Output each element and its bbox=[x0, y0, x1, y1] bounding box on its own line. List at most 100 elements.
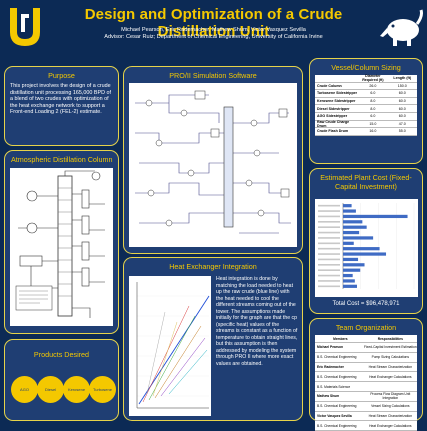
author-names: Michael Pearson, Eric Rademacher, Mathew… bbox=[121, 27, 306, 33]
products-title: Products Desired bbox=[33, 350, 90, 359]
team-header-cell: Members bbox=[333, 336, 348, 341]
vessel-length: 150.0 bbox=[397, 83, 407, 88]
team-title: Team Organization bbox=[335, 323, 397, 332]
cost-title: Estimated Plant Cost (Fixed-Capital Inve… bbox=[320, 173, 412, 191]
column-diagram bbox=[10, 168, 113, 326]
table-row: Raw Crude Charge Drum 15.0 47.0 bbox=[315, 119, 417, 129]
category-label-placeholder bbox=[318, 264, 340, 266]
hx-text: Heat integration is done by matching the… bbox=[216, 276, 298, 367]
cost-bar bbox=[343, 220, 363, 224]
team-header-cell: Responsibilities bbox=[377, 336, 403, 341]
vessel-length: 60.0 bbox=[398, 99, 406, 104]
table-row: Michael Pearson Fixed-Capital Investment… bbox=[315, 343, 417, 353]
poster-authors: Michael Pearson, Eric Rademacher, Mathew… bbox=[50, 27, 377, 41]
category-label-placeholder bbox=[318, 269, 340, 271]
vessel-diameter: 8.0 bbox=[370, 106, 376, 111]
category-label-placeholder bbox=[318, 253, 340, 255]
table-row: B.S. Chemical Engineering Vessel Sizing … bbox=[315, 402, 417, 412]
cost-bar-chart bbox=[318, 203, 415, 289]
cost-bar bbox=[343, 214, 408, 219]
product-circle-diesel: Diesel bbox=[37, 376, 64, 403]
team-responsibility: Pump Sizing Calculations bbox=[371, 355, 410, 360]
team-member: Eric Rademacher bbox=[317, 364, 344, 369]
pro2-flowsheet bbox=[129, 83, 297, 247]
atmospheric-panel: Atmospheric Distillation Column bbox=[4, 150, 119, 334]
cost-bar bbox=[343, 247, 380, 251]
category-label-placeholder bbox=[318, 247, 340, 250]
table-row: Eric Rademacher Heat Stream Characteriza… bbox=[315, 363, 417, 373]
team-responsibility: Heat Exchanger Calculations bbox=[369, 374, 412, 379]
products-panel: Products Desired AGO Diesel Kerosene Tur… bbox=[4, 339, 119, 421]
cost-bar bbox=[343, 252, 387, 256]
cost-bar bbox=[343, 257, 359, 262]
table-row: Diesel Sidestripper 8.0 60.0 bbox=[315, 105, 417, 113]
table-row: B.S. Chemical Engineering Pump Sizing Ca… bbox=[315, 353, 417, 363]
table-row: Kerosene Sidestripper 8.0 60.0 bbox=[315, 98, 417, 106]
team-member-degree: B.S. Materials Science bbox=[317, 384, 351, 389]
cost-bar bbox=[343, 268, 361, 272]
cost-bar bbox=[343, 273, 353, 278]
poster-header: Design and Optimization of a Crude Disti… bbox=[0, 0, 427, 56]
team-responsibility: Heat Exchanger Calculations bbox=[369, 423, 412, 428]
purpose-text: This project involves the design of a cr… bbox=[10, 83, 111, 116]
cost-bar bbox=[343, 209, 356, 213]
cost-bar bbox=[343, 204, 352, 208]
cost-total: Total Cost = $96,478,971 bbox=[332, 301, 400, 307]
atmospheric-title: Atmospheric Distillation Column bbox=[11, 155, 113, 164]
vessel-name: Kerosene Sidestripper bbox=[317, 99, 356, 104]
vessel-diameter: 8.0 bbox=[370, 99, 376, 104]
team-responsibility: Heat Stream Characterization bbox=[368, 413, 413, 418]
table-row: B.S. Chemical Engineering Heat Exchanger… bbox=[315, 421, 417, 431]
table-row: Crude Flash Drum 16.0 55.0 bbox=[315, 128, 417, 136]
category-label-placeholder bbox=[318, 237, 340, 239]
team-member-degree: B.S. Chemical Engineering bbox=[317, 374, 357, 379]
vessel-length: 60.0 bbox=[398, 114, 406, 119]
team-table: Members Responsibilities Michael Pearson… bbox=[315, 335, 417, 431]
vessel-name: Diesel Sidestripper bbox=[317, 106, 350, 111]
vessel-diameter: 26.0 bbox=[369, 83, 377, 88]
vessel-length: 55.0 bbox=[398, 129, 406, 134]
vessel-table: Diameter Required (ft) Length (ft) Crude… bbox=[315, 74, 417, 136]
team-responsibility: Heat Stream Characterization bbox=[368, 364, 413, 369]
cost-bar bbox=[343, 263, 365, 267]
table-row: B.S. Chemical Engineering Heat Exchanger… bbox=[315, 372, 417, 383]
category-label-placeholder bbox=[318, 274, 340, 277]
category-label-placeholder bbox=[318, 231, 340, 234]
product-circle-turbosene: Turbosene bbox=[89, 376, 116, 403]
hx-title: Heat Exchanger Integration bbox=[169, 262, 257, 271]
team-member: Mathew Shum bbox=[317, 394, 340, 399]
poster-title: Design and Optimization of a Crude Disti… bbox=[84, 6, 343, 40]
team-member: Michael Pearson bbox=[317, 345, 344, 350]
team-member: Victor Vasquez Sevilla bbox=[317, 413, 352, 418]
pro2-panel: PRO/II Simulation Software bbox=[123, 66, 303, 254]
vessel-diameter: 6.0 bbox=[370, 91, 376, 96]
team-table-header: Members Responsibilities bbox=[315, 335, 417, 343]
cost-bar bbox=[343, 236, 374, 240]
anteater-mascot-icon bbox=[380, 9, 423, 46]
cost-bar bbox=[343, 241, 354, 245]
hx-panel: Heat Exchanger Integration Heat integrat… bbox=[123, 257, 303, 421]
uci-logo-icon bbox=[4, 4, 46, 52]
cost-bar bbox=[343, 284, 357, 288]
table-row: Crude Column 26.0 150.0 bbox=[315, 83, 417, 91]
vessel-name: Raw Crude Charge Drum bbox=[317, 119, 350, 128]
vessel-panel: Vessel/Column Sizing Diameter Required (… bbox=[309, 58, 423, 164]
cost-chart bbox=[315, 199, 418, 297]
team-member-degree: B.S. Chemical Engineering bbox=[317, 404, 357, 409]
vessel-name: Crude Column bbox=[317, 83, 342, 88]
team-member-degree: B.S. Chemical Engineering bbox=[317, 423, 357, 428]
category-label-placeholder bbox=[318, 258, 340, 261]
category-label-placeholder bbox=[318, 226, 340, 228]
advisor-line: Advisor: Cesar Ruiz; Department of Chemi… bbox=[104, 34, 323, 40]
category-label-placeholder bbox=[318, 285, 340, 288]
vessel-table-header: Diameter Required (ft) Length (ft) bbox=[315, 74, 417, 83]
table-row: AGO Sidestripper 6.0 60.0 bbox=[315, 113, 417, 121]
vessel-name: Crude Flash Drum bbox=[317, 129, 349, 134]
vessel-diameter: 16.0 bbox=[369, 129, 377, 134]
category-label-placeholder bbox=[318, 280, 340, 282]
team-responsibility: Process Flow Diagram Unit Integration bbox=[370, 392, 411, 401]
category-label-placeholder bbox=[318, 210, 340, 212]
category-label-placeholder bbox=[318, 204, 340, 207]
purpose-panel: Purpose This project involves the design… bbox=[4, 66, 119, 146]
cost-bar bbox=[343, 279, 355, 283]
